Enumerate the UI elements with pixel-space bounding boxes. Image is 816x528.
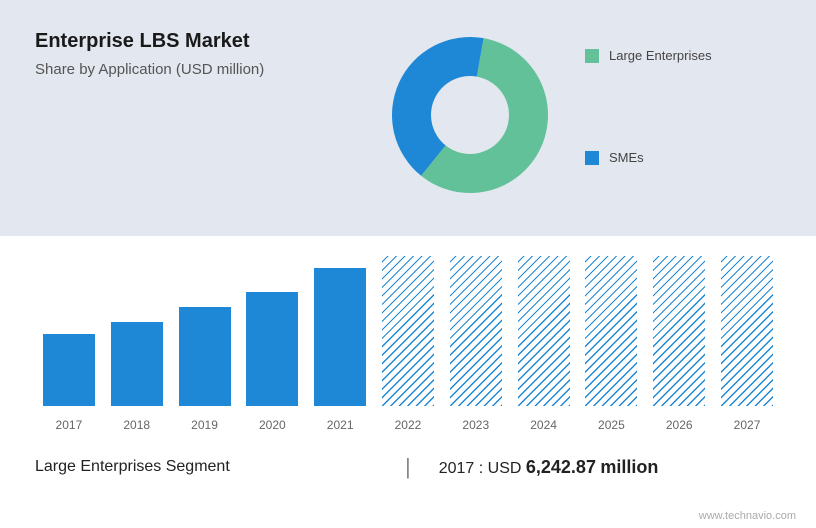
bar-slot xyxy=(35,256,103,406)
bar-slot xyxy=(238,256,306,406)
footer-amount: 6,242.87 xyxy=(526,457,596,477)
bar-slot xyxy=(442,256,510,406)
bar-actual xyxy=(246,292,298,406)
bar-forecast xyxy=(518,256,570,406)
title-block: Enterprise LBS Market Share by Applicati… xyxy=(35,30,375,226)
legend-label: Large Enterprises xyxy=(609,48,712,63)
bar-slot xyxy=(713,256,781,406)
footer-divider: | xyxy=(405,454,411,480)
bar-slot xyxy=(510,256,578,406)
legend-swatch-icon xyxy=(585,151,599,165)
donut-chart xyxy=(385,30,555,200)
footer-value: 2017 : USD 6,242.87 million xyxy=(439,457,659,478)
bar-actual xyxy=(111,322,163,406)
bar-slot xyxy=(645,256,713,406)
x-axis-label: 2024 xyxy=(510,418,578,432)
footer-year: 2017 xyxy=(439,460,475,477)
page-subtitle: Share by Application (USD million) xyxy=(35,61,375,78)
footer-row: Large Enterprises Segment | 2017 : USD 6… xyxy=(0,426,816,480)
bar-chart-section: 2017201820192020202120222023202420252026… xyxy=(0,236,816,426)
x-axis-label: 2023 xyxy=(442,418,510,432)
bar-chart: 2017201820192020202120222023202420252026… xyxy=(35,256,781,426)
bar-actual xyxy=(179,307,231,406)
bar-forecast xyxy=(585,256,637,406)
bar-actual xyxy=(314,268,366,406)
bar-slot xyxy=(306,256,374,406)
top-panel: Enterprise LBS Market Share by Applicati… xyxy=(0,0,816,236)
watermark: www.technavio.com xyxy=(699,510,796,522)
bar-slot xyxy=(578,256,646,406)
x-axis-label: 2020 xyxy=(238,418,306,432)
x-axis-label: 2022 xyxy=(374,418,442,432)
footer-unit: million xyxy=(600,457,658,477)
bar-forecast xyxy=(382,256,434,406)
footer-segment-label: Large Enterprises Segment xyxy=(35,458,405,476)
bar-forecast xyxy=(450,256,502,406)
legend-label: SMEs xyxy=(609,150,644,165)
footer-currency: USD xyxy=(488,460,522,477)
x-axis-label: 2027 xyxy=(713,418,781,432)
x-axis-label: 2025 xyxy=(578,418,646,432)
x-axis-label: 2019 xyxy=(171,418,239,432)
bar-forecast xyxy=(721,256,773,406)
bar-slot xyxy=(374,256,442,406)
x-axis-label: 2026 xyxy=(645,418,713,432)
legend-item-large-enterprises: Large Enterprises xyxy=(585,48,712,63)
bar-forecast xyxy=(653,256,705,406)
legend-item-smes: SMEs xyxy=(585,150,644,165)
bar-actual xyxy=(43,334,95,406)
bar-slot xyxy=(103,256,171,406)
x-axis-label: 2021 xyxy=(306,418,374,432)
x-axis-label: 2018 xyxy=(103,418,171,432)
page-title: Enterprise LBS Market xyxy=(35,30,375,53)
bar-slot xyxy=(171,256,239,406)
x-axis-label: 2017 xyxy=(35,418,103,432)
legend-swatch-icon xyxy=(585,49,599,63)
